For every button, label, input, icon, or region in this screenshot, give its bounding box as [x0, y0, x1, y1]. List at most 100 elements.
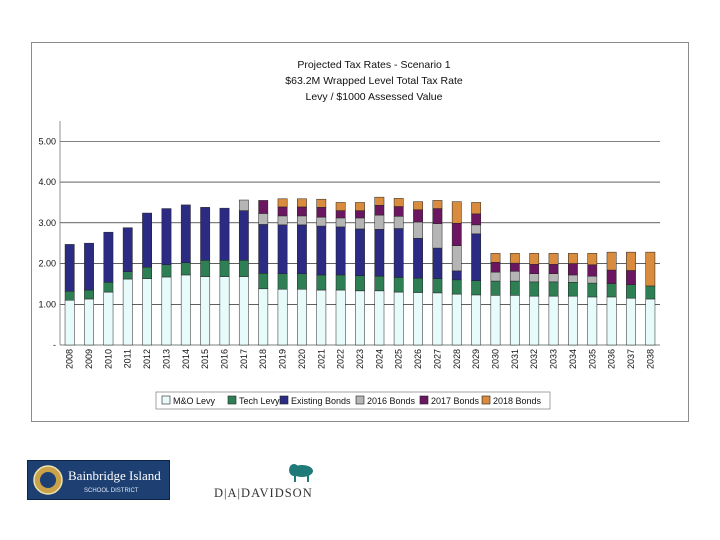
x-tick-label: 2016	[220, 349, 230, 369]
bar-segment	[568, 253, 578, 264]
x-tick-label: 2010	[103, 349, 113, 369]
bar-segment	[335, 210, 346, 219]
davidson-logo-art: D|A|DAVIDSON	[214, 464, 313, 500]
legend-swatch	[419, 395, 429, 405]
bar-segment	[238, 199, 249, 211]
bar-segment	[219, 276, 230, 346]
bar-segment	[316, 216, 327, 227]
bar-segment	[645, 285, 656, 300]
bar-segment	[413, 277, 423, 293]
bar-segment	[490, 280, 501, 296]
chart-title-line-2: $63.2M Wrapped Level Total Tax Rate	[285, 75, 463, 87]
bar-segment	[355, 210, 365, 219]
bar-segment	[122, 278, 133, 346]
logo-subtitle: SCHOOL DISTRICT	[84, 488, 139, 494]
bar-segment	[238, 276, 249, 346]
bar-segment	[297, 215, 307, 226]
bar-segment	[142, 278, 152, 346]
bar-segment	[103, 231, 114, 283]
bar-segment	[432, 223, 443, 249]
bar-segment	[587, 264, 598, 277]
bar-segment	[297, 224, 307, 274]
bar-segment	[335, 274, 346, 291]
bar-segment	[297, 206, 307, 217]
legend-swatch	[355, 395, 365, 405]
bar-segment	[471, 233, 482, 281]
bar-segment	[238, 260, 249, 277]
bar-segment	[548, 264, 559, 274]
bar-segment	[103, 282, 114, 293]
bar-segment	[393, 198, 404, 207]
bar-segment	[451, 222, 462, 246]
bar-segment	[471, 202, 482, 215]
bar-segment	[393, 216, 404, 229]
bar-segment	[626, 251, 636, 271]
bar-segment	[258, 224, 269, 274]
bar-segment	[374, 290, 385, 346]
bar-segment	[64, 299, 75, 346]
bar-segment	[490, 271, 501, 282]
legend-swatch	[481, 395, 491, 405]
bar-segment	[393, 277, 404, 293]
x-tick-label: 2034	[568, 349, 578, 369]
bar-segment	[316, 289, 327, 346]
bar-segment	[587, 275, 598, 284]
chart-title-line-3: Levy / $1000 Assessed Value	[306, 91, 443, 103]
x-tick-label: 2024	[374, 349, 384, 369]
bar-segment	[451, 279, 462, 295]
chart-title-line-1: Projected Tax Rates - Scenario 1	[297, 59, 450, 71]
bar-segment	[393, 206, 404, 217]
bar-segment	[471, 224, 482, 235]
plot-area: - 1.00 2.00 3.00 4.00 5.00 2008 2009 2010 2011 201…	[38, 121, 660, 369]
bar-segment	[316, 207, 327, 218]
bar-segment	[471, 294, 482, 346]
y-tick-label: 2.00	[38, 259, 56, 269]
bar-segment	[568, 263, 578, 276]
bar-segment	[180, 262, 191, 276]
x-tick-label: 2032	[529, 349, 539, 369]
bar-segment	[587, 296, 598, 346]
bar-segment	[277, 273, 288, 290]
x-tick-label: 2023	[355, 349, 365, 369]
bar-segment	[451, 201, 462, 224]
y-tick-label: 4.00	[38, 177, 56, 187]
bar-segment	[161, 264, 172, 278]
bar-segment	[374, 205, 385, 216]
y-tick-label: 5.00	[38, 136, 56, 146]
legend-label: Tech Levy	[239, 396, 280, 406]
bar-segment	[471, 280, 482, 296]
bar-segment	[219, 260, 230, 277]
bar-segment	[548, 295, 559, 346]
bar-segment	[180, 204, 191, 263]
stacked-bar-chart: Projected Tax Rates - Scenario 1 $63.2M …	[38, 59, 660, 410]
bar-segment	[451, 270, 462, 281]
bar-segment	[258, 273, 269, 290]
bar-segment	[509, 271, 520, 282]
bar-segment	[413, 221, 423, 239]
y-tick-label: -	[53, 340, 56, 350]
x-tick-label: 2018	[258, 349, 268, 369]
bar-segment	[258, 288, 269, 346]
bar-segment	[374, 275, 385, 292]
bar-segment	[316, 274, 327, 291]
bar-segment	[258, 200, 269, 214]
bison-icon	[289, 464, 313, 482]
bar-segment	[568, 274, 578, 283]
logo-name: Bainbridge Island	[68, 468, 161, 483]
bar-segment	[258, 213, 269, 225]
bar-segment	[335, 226, 346, 276]
bar-segment	[316, 198, 327, 208]
bar-segment	[413, 292, 423, 346]
bar-segment	[64, 244, 75, 292]
x-tick-label: 2037	[626, 349, 636, 369]
x-tick-label: 2021	[316, 349, 326, 369]
bar-segment	[335, 202, 346, 211]
x-tick-label: 2009	[84, 349, 94, 369]
bar-segment	[122, 271, 133, 280]
bar-segment	[548, 281, 559, 297]
x-tick-label: 2033	[549, 349, 559, 369]
bar-segment	[587, 253, 598, 266]
bar-segment	[568, 282, 578, 297]
chart-title: Projected Tax Rates - Scenario 1 $63.2M …	[285, 59, 463, 103]
bar-segment	[413, 238, 423, 279]
